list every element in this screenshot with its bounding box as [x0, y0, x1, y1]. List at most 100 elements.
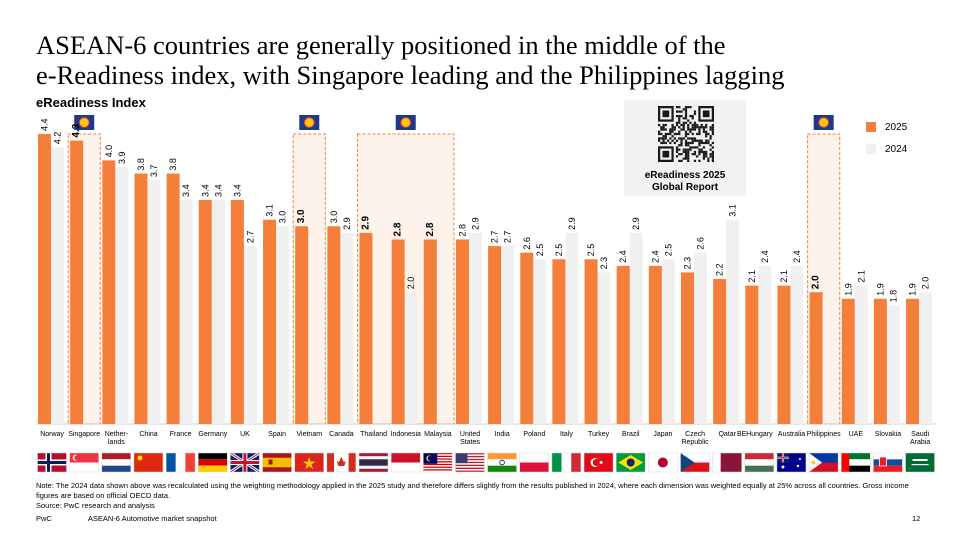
qr-module — [693, 126, 697, 129]
category-label: Norway — [40, 431, 64, 438]
flag-part — [626, 458, 635, 467]
qr-module — [687, 157, 690, 160]
flag-part — [423, 458, 453, 460]
category-label: Canada — [329, 431, 354, 438]
qr-module — [693, 159, 697, 162]
flag-germany-icon — [198, 452, 228, 473]
qr-module — [687, 153, 690, 156]
category-label-line: Indonesia — [391, 431, 421, 438]
flag-part — [519, 453, 549, 463]
category-label: Philippines — [807, 431, 841, 438]
qr-module — [671, 126, 674, 129]
category-label: Nether-lands — [105, 431, 129, 446]
flag-part — [455, 467, 485, 470]
flag-part — [359, 459, 388, 466]
footer-deck-title: ASEAN-6 Automotive market snapshot — [87, 514, 217, 523]
flag-part — [744, 465, 774, 472]
qr-module — [702, 157, 706, 160]
category-label-line: Malaysia — [424, 431, 452, 438]
category-label-line: Poland — [523, 431, 545, 438]
bar-2025 — [455, 239, 469, 424]
flag-slovakia-icon — [873, 452, 903, 473]
qr-module — [700, 123, 703, 127]
bar-2025-value-label: 3.8 — [168, 158, 178, 171]
flag-border — [423, 452, 453, 473]
qr-module — [684, 106, 688, 109]
flag-part — [657, 457, 668, 468]
qr-module — [671, 135, 674, 138]
qr-module — [684, 110, 688, 113]
flag-part — [811, 460, 816, 465]
bar-2025-value-label: 1.9 — [843, 283, 853, 296]
bar-2025 — [198, 199, 212, 424]
qr-module — [684, 130, 688, 133]
qr-module — [675, 148, 679, 151]
flag-part — [423, 463, 453, 466]
qr-module — [673, 128, 676, 131]
flag-border — [455, 452, 485, 473]
flag-border — [615, 452, 646, 473]
category-label-line: Brazil — [622, 431, 640, 438]
flag-part — [423, 454, 453, 456]
qr-module — [682, 137, 685, 140]
qr-module — [680, 110, 683, 113]
flag-part — [185, 453, 196, 472]
qr-module — [711, 123, 714, 127]
qr-module — [707, 132, 710, 136]
flag-part — [423, 461, 453, 463]
bar-2024 — [404, 292, 418, 424]
qr-module — [698, 126, 701, 129]
category-label-line: Slovakia — [875, 431, 902, 438]
flag-border — [551, 452, 582, 473]
qr-module — [693, 121, 697, 124]
flag-part — [911, 464, 929, 466]
qr-module — [678, 121, 681, 124]
bar-2025 — [777, 285, 791, 424]
qr-module — [689, 114, 692, 118]
qr-module — [687, 106, 690, 109]
category-label: Spain — [268, 431, 286, 438]
flag-japan-icon — [648, 452, 678, 473]
qr-module — [689, 137, 692, 140]
bar-2024-value-label: 3.4 — [213, 184, 223, 197]
category-label: Singapore — [68, 431, 100, 438]
qr-module — [689, 146, 692, 149]
report-qr-label: eReadiness 2025 Global Report — [624, 170, 746, 194]
flag-part — [455, 454, 485, 456]
bar-2025-value-label: 4.0 — [104, 145, 114, 158]
flag-border — [165, 452, 196, 473]
report-qr-box[interactable]: eReadiness 2025 Global Report — [624, 100, 746, 196]
bar-2025 — [230, 199, 244, 424]
qr-module — [675, 114, 679, 118]
bar-2025-value-label: 2.0 — [811, 275, 822, 289]
flag-part — [499, 459, 505, 466]
asean-logo-emblem — [818, 117, 830, 128]
qr-module — [709, 153, 712, 156]
qr-module — [660, 128, 663, 131]
bar-2024 — [51, 147, 64, 424]
qr-module — [689, 106, 692, 109]
qr-module — [705, 126, 708, 129]
qr-module — [711, 159, 714, 162]
qr-module — [691, 153, 694, 156]
qr-module — [675, 123, 679, 127]
category-label-line: Saudi — [911, 431, 929, 438]
qr-module — [678, 117, 681, 120]
qr-module — [711, 150, 714, 154]
qr-module — [669, 141, 672, 145]
qr-module — [671, 130, 674, 133]
qr-module — [675, 121, 679, 124]
qr-module — [691, 141, 694, 145]
bar-2025 — [70, 140, 84, 424]
bar-2025-value-label: 3.4 — [232, 184, 242, 197]
bar-2025 — [38, 134, 51, 425]
flag-qatar-icon — [712, 452, 742, 473]
bar-2024 — [726, 219, 740, 424]
category-label: Turkey — [588, 431, 610, 438]
qr-module — [693, 146, 697, 149]
qr-module — [698, 132, 701, 136]
bar-2024 — [919, 292, 933, 424]
flag-part — [455, 470, 485, 472]
qr-module — [705, 135, 708, 138]
category-label-line: France — [170, 431, 192, 438]
